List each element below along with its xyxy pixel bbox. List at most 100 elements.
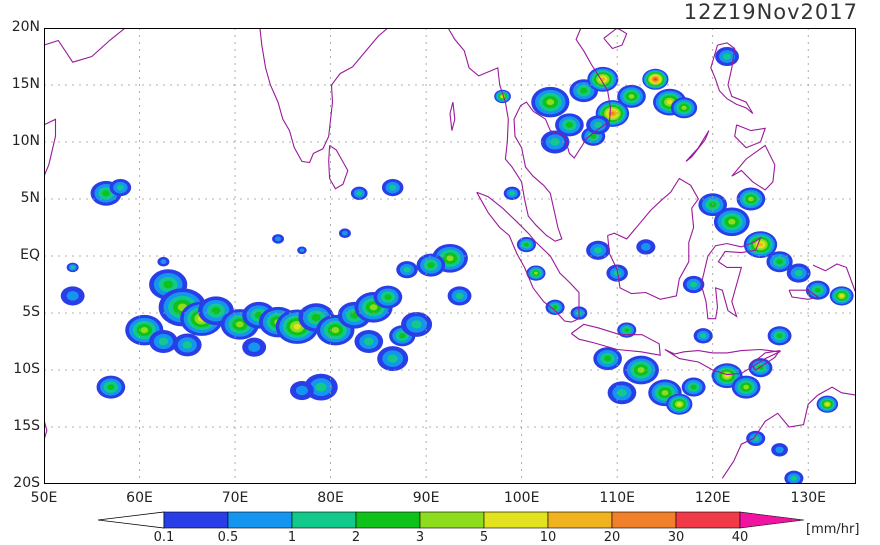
colorbar-under-triangle xyxy=(98,511,165,529)
colorbar-tick-label: 0.1 xyxy=(153,530,175,545)
colorbar-segment xyxy=(675,511,741,529)
rain-cell xyxy=(297,246,307,255)
longitude-label: 60E xyxy=(126,490,153,506)
rain-cell xyxy=(494,89,511,104)
rain-cell xyxy=(447,286,472,306)
rain-cell xyxy=(767,326,792,346)
longitude-label: 90E xyxy=(412,490,440,506)
colorbar-tick-label: 1 xyxy=(287,530,297,545)
coastline-arabia xyxy=(44,28,126,63)
rain-cell xyxy=(60,286,85,306)
colorbar-units: [mm/hr] xyxy=(806,522,860,537)
coastline-mindanao xyxy=(731,144,776,191)
longitude-label: 110E xyxy=(599,490,635,506)
coastline-borneo xyxy=(607,177,700,300)
coastline-sumatra xyxy=(476,191,580,323)
rain-cell xyxy=(666,393,693,415)
rain-cell xyxy=(516,236,536,253)
colorbar-segment xyxy=(291,511,357,529)
coastline-visayas xyxy=(734,124,767,149)
coastlines xyxy=(44,28,856,479)
rain-field xyxy=(60,46,854,484)
coastline-myanmar_malay xyxy=(447,28,612,242)
rain-cell xyxy=(623,355,659,385)
rain-cell xyxy=(681,377,706,397)
longitude-label: 130E xyxy=(790,490,827,506)
latitude-label: 5S xyxy=(22,304,40,320)
rain-cell xyxy=(713,207,750,237)
latitude-label: 15S xyxy=(13,418,40,434)
coastline-africa xyxy=(44,118,57,178)
rain-cell xyxy=(96,375,126,399)
rain-cell xyxy=(636,239,656,255)
rain-cell xyxy=(593,347,622,371)
rain-cell xyxy=(766,251,793,273)
rain-cell xyxy=(157,256,170,267)
coastline-halmahera_newguinea xyxy=(812,263,856,294)
latitude-label: EQ xyxy=(20,247,40,263)
colorbar-tick-label: 10 xyxy=(539,530,557,545)
rain-cell xyxy=(149,330,178,353)
rain-cell xyxy=(670,97,698,119)
coastline-andaman xyxy=(449,101,456,131)
map-title: 12Z19Nov2017 xyxy=(683,0,858,24)
rain-cell xyxy=(289,380,314,401)
rain-cell xyxy=(682,275,705,294)
rain-cell xyxy=(587,66,619,92)
colorbar-tick-label: 0.5 xyxy=(217,530,239,545)
rain-cell xyxy=(746,430,766,447)
rain-cell xyxy=(586,115,611,135)
latitude-label: 5N xyxy=(20,190,40,206)
map-frame xyxy=(44,28,856,484)
rain-cell xyxy=(586,240,611,260)
rain-cell xyxy=(396,261,418,279)
rain-cell xyxy=(526,265,546,281)
rain-cell xyxy=(731,375,761,399)
rain-cell xyxy=(381,179,404,197)
colorbar-tick-label: 20 xyxy=(603,530,621,545)
rain-cell xyxy=(503,186,521,200)
longitude-label: 50E xyxy=(30,490,58,506)
rain-cell xyxy=(784,470,804,484)
rain-cell xyxy=(373,285,403,309)
coastline-sulawesi xyxy=(700,236,762,320)
longitude-label: 120E xyxy=(694,490,731,506)
longitude-label: 100E xyxy=(503,490,540,506)
rain-cell xyxy=(531,86,570,118)
longitude-label: 70E xyxy=(221,490,249,506)
latitude-label: 10S xyxy=(13,361,40,377)
colorbar-tick-label: 2 xyxy=(351,530,361,545)
rain-cell xyxy=(771,443,788,457)
rain-cell xyxy=(172,333,202,357)
coastline-java xyxy=(570,323,661,356)
coastline-seram xyxy=(788,289,820,300)
rain-cell xyxy=(350,186,368,200)
rain-cell xyxy=(416,253,446,277)
rain-cell xyxy=(736,187,766,211)
coastline-hainan xyxy=(603,28,628,50)
rain-cell xyxy=(109,179,132,197)
longitude-label: 80E xyxy=(317,490,344,506)
precipitation-map xyxy=(44,28,856,484)
colorbar-segment xyxy=(355,511,421,529)
coastline-palawan xyxy=(685,130,710,162)
colorbar-segment xyxy=(547,511,613,529)
grid-lines xyxy=(44,28,856,484)
colorbar xyxy=(98,511,805,529)
rain-cell xyxy=(242,337,267,357)
coastline-luzon xyxy=(710,42,754,114)
colorbar-segment xyxy=(483,511,549,529)
rain-cell xyxy=(642,68,669,90)
rain-cell xyxy=(354,330,384,353)
colorbar-tick-label: 3 xyxy=(415,530,425,545)
colorbar-segment xyxy=(227,511,293,529)
latitude-label: 20S xyxy=(13,475,40,491)
colorbar-tick-label: 40 xyxy=(731,530,749,545)
rain-cell xyxy=(617,322,637,338)
colorbar-tick-label: 5 xyxy=(479,530,489,545)
rain-cell xyxy=(272,234,285,244)
rain-cell xyxy=(66,262,79,273)
rain-cell xyxy=(377,346,409,372)
rain-cell xyxy=(607,381,637,405)
coastline-india xyxy=(259,28,389,164)
